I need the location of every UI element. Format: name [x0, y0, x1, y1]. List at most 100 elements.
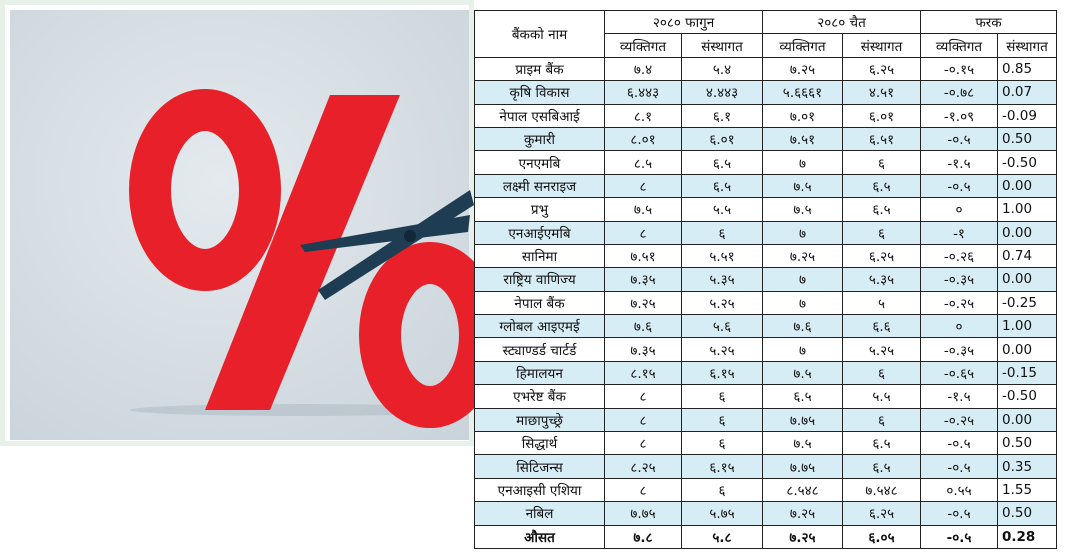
rate-cell: ५: [841, 290, 922, 316]
rate-cell: -०.७८: [920, 80, 999, 105]
average-label: औसत: [474, 524, 605, 549]
rate-cell: ७.२५: [762, 243, 843, 269]
rate-cell: ७.७५: [604, 501, 682, 526]
rate-cell: -०.२५: [920, 407, 999, 433]
bank-name: सिटिजन्स: [474, 454, 605, 479]
rate-cell: ६.२५: [841, 501, 922, 526]
rate-cell: ६: [841, 407, 922, 433]
rate-cell: ५.२५: [681, 337, 763, 362]
average-cell: ५.८: [681, 524, 763, 549]
group-header: २०८० फागुन: [604, 9, 763, 35]
rate-cell: ७.५: [762, 197, 843, 222]
bank-name: एभरेष्ट बैंक: [474, 384, 605, 409]
percent-ring-top: [129, 89, 281, 291]
table-row: कुमारी ८.०१ ६.०१ ७.५१ ६.५१ -०.५ 0.50: [474, 126, 1058, 152]
rate-cell: ६: [841, 360, 922, 386]
rate-cell: ५.३५: [681, 267, 763, 292]
rate-cell: ७.२५: [762, 501, 843, 526]
average-cell: ७.२५: [762, 524, 843, 549]
scissor-pivot: [404, 230, 416, 242]
rate-cell: -0.09: [997, 103, 1058, 128]
table-row: एनआईएमबि ८ ६ ७ ६ -१ 0.00: [474, 220, 1058, 245]
rate-cell: ७.३५: [604, 337, 682, 362]
group-header: २०८० चैत: [761, 9, 922, 35]
rate-cell: 0.50: [997, 431, 1058, 456]
sub-header: व्यक्तिगत: [604, 33, 682, 58]
rate-cell: ५.२५: [841, 337, 922, 362]
group-header: फरक: [920, 9, 1058, 35]
rate-cell: ६.५: [762, 384, 843, 409]
rate-cell: 0.00: [997, 267, 1058, 292]
rate-cell: ६.५: [681, 173, 763, 199]
rate-cell: ८.१: [604, 103, 682, 128]
rate-cell: ०: [920, 197, 999, 222]
table-row: प्राइम बैंक ७.४ ५.४ ७.२५ ६.२५ -०.१५ 0.85: [474, 56, 1058, 82]
rate-cell: 0.74: [997, 243, 1058, 269]
rate-table: बैंकको नाम २०८० फागुन २०८० चैत फरक व्यक्तिगत…: [474, 9, 1058, 549]
rate-cell: -०.१५: [920, 56, 999, 82]
rate-cell: ६: [681, 431, 763, 456]
bank-name: नेपाल बैंक: [474, 290, 605, 316]
sub-header: संस्थागत: [997, 33, 1058, 58]
rate-cell: ७.२५: [762, 56, 843, 82]
table-row: बैंकको नाम २०८० फागुन २०८० चैत फरक: [474, 9, 1058, 58]
bank-name: सिद्धार्थ: [474, 431, 605, 456]
rate-cell: -०.३५: [920, 267, 999, 292]
rate-cell: ६: [681, 384, 763, 409]
table-row: सानिमा ७.५१ ५.५१ ७.२५ ६.२५ -०.२६ 0.74: [474, 243, 1058, 269]
bank-name: प्रभु: [474, 197, 605, 222]
table-row: नबिल ७.७५ ५.७५ ७.२५ ६.२५ -०.५ 0.50: [474, 501, 1058, 526]
rate-cell: 0.00: [997, 407, 1058, 433]
rate-cell: -0.15: [997, 360, 1058, 386]
table-row: कृषि विकास ६.४४३ ४.४४३ ५.६६६१ ४.५१ -०.७८ 0.07: [474, 80, 1058, 105]
rate-cell: -०.५: [920, 501, 999, 526]
bank-name: प्राइम बैंक: [474, 56, 605, 82]
rate-cell: ८: [604, 384, 682, 409]
rate-cell: ७.७५: [762, 454, 843, 479]
rate-cell: ६.५: [841, 431, 922, 456]
rate-cell: ६: [681, 407, 763, 433]
rate-cell: ६: [681, 220, 763, 245]
rate-cell: ८.५: [604, 150, 682, 175]
table-row: सिटिजन्स ८.२५ ६.१५ ७.७५ ६.५ -०.५ 0.35: [474, 454, 1058, 479]
rate-cell: ५.५: [681, 197, 763, 222]
rate-cell: 0.50: [997, 501, 1058, 526]
rate-cell: ८.२५: [604, 454, 682, 479]
rate-cell: -०.५: [920, 173, 999, 199]
rate-cell: ६.१५: [681, 454, 763, 479]
bank-name: राष्ट्रिय वाणिज्य: [474, 267, 605, 292]
bank-name: लक्ष्मी सनराइज: [474, 173, 605, 199]
bank-name: कुमारी: [474, 126, 605, 152]
rate-cell: ७: [762, 267, 843, 292]
rate-cell: ६.६: [841, 314, 922, 339]
rate-cell: -०.५: [920, 454, 999, 479]
percent-slash: [205, 95, 400, 410]
rate-cell: 0.50: [997, 126, 1058, 152]
rate-cell: ८.१५: [604, 360, 682, 386]
bank-name: एनआइसी एशिया: [474, 477, 605, 503]
rate-cell: 0.00: [997, 337, 1058, 362]
rate-cell: -०.२५: [920, 290, 999, 316]
table-row: ग्लोबल आइएमई ७.६ ५.६ ७.६ ६.६ ० 1.00: [474, 314, 1058, 339]
average-cell: 0.28: [997, 524, 1058, 549]
bank-name: कृषि विकास: [474, 80, 605, 105]
table-row: नेपाल बैंक ७.२५ ५.२५ ७ ५ -०.२५ -0.25: [474, 290, 1058, 316]
rate-cell: 1.00: [997, 314, 1058, 339]
rate-cell: ८: [604, 173, 682, 199]
rate-cell: 0.35: [997, 454, 1058, 479]
sub-header: व्यक्तिगत: [920, 33, 999, 58]
rate-cell: ८: [604, 477, 682, 503]
rate-cell: ५.५१: [681, 243, 763, 269]
rate-cell: ७.६: [604, 314, 682, 339]
rate-cell: ५.६: [681, 314, 763, 339]
rate-cell: ५.२५: [681, 290, 763, 316]
scissor-blade: [318, 190, 474, 300]
rate-cell: ६.०१: [681, 126, 763, 152]
table-row: माछापुच्छ्रे ८ ६ ७.७५ ६ -०.२५ 0.00: [474, 407, 1058, 433]
rate-cell: -१.५: [920, 150, 999, 175]
rate-cell: ८: [604, 407, 682, 433]
rate-cell: ६.२५: [841, 56, 922, 82]
rate-cell: ७.५: [604, 197, 682, 222]
rate-cell: ८: [604, 220, 682, 245]
rate-cell: 0.85: [997, 56, 1058, 82]
